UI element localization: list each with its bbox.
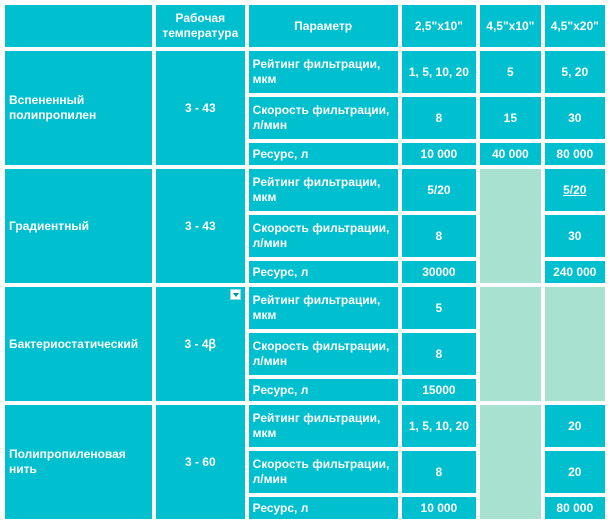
table-row: Скорость фильтрации, л/мин 8 15 30 (4, 96, 606, 140)
table-row: Вспененный полипропилен 3 - 43 Рейтинг ф… (4, 50, 606, 166)
header-temp: Рабочая температура (155, 4, 246, 48)
param-label: Рейтинг фильтрации, мкм (247, 286, 399, 330)
value-size-3: 5, 20 (543, 50, 606, 94)
value-size-3: 80 000 (543, 496, 606, 520)
param-label: Ресурс, л (247, 378, 399, 402)
material-cell: Полипропиленовая нить (4, 404, 153, 520)
material-cell: Вспененный полипропилен (4, 50, 153, 166)
value-size-2: 15 (479, 96, 542, 140)
value-size-3: 30 (543, 214, 606, 258)
chevron-down-icon[interactable] (229, 289, 241, 300)
temp-cell: 3 - 60 (155, 404, 246, 520)
temp-value: 3 - 4ꞵ (184, 336, 217, 351)
header-row: Рабочая температура Параметр 2,5"x10" 4,… (4, 4, 606, 48)
empty-cell (479, 286, 542, 402)
value-size-1: 1, 5, 10, 20 (400, 50, 478, 94)
table-row: Ресурс, л 10 000 40 000 80 000 (4, 142, 606, 166)
table-row: Бактериостатический 3 - 4ꞵ Рейтинг фильт… (4, 286, 606, 402)
value-size-3: 80 000 (543, 142, 606, 166)
value-size-3: 20 (543, 450, 606, 494)
table-row: Ресурс, л 30000 240 000 (4, 260, 606, 284)
header-size-1: 2,5"x10" (400, 4, 478, 48)
header-size-2: 4,5"x10" (479, 4, 542, 48)
value-size-1: 1, 5, 10, 20 (400, 404, 478, 448)
value-size-1: 8 (400, 214, 478, 258)
material-cell: Градиентный (4, 168, 153, 284)
header-param: Параметр (247, 4, 399, 48)
value-size-1: 5/20 (400, 168, 478, 212)
value-size-3: 30 (543, 96, 606, 140)
temp-cell: 3 - 4ꞵ (155, 286, 246, 402)
value-size-1: 5 (400, 286, 478, 330)
value-size-3: 5/20 (543, 168, 606, 212)
empty-cell (543, 286, 606, 402)
param-label: Рейтинг фильтрации, мкм (247, 168, 399, 212)
value-link[interactable]: 5/20 (563, 182, 587, 197)
param-label: Ресурс, л (247, 496, 399, 520)
value-size-3: 20 (543, 404, 606, 448)
value-size-1: 15000 (400, 378, 478, 402)
table-row: Скорость фильтрации, л/мин 8 30 (4, 214, 606, 258)
param-label: Скорость фильтрации, л/мин (247, 214, 399, 258)
param-label: Ресурс, л (247, 260, 399, 284)
empty-cell (479, 168, 542, 284)
param-label: Скорость фильтрации, л/мин (247, 450, 399, 494)
table-row: Ресурс, л 15000 (4, 378, 606, 402)
value-size-3: 240 000 (543, 260, 606, 284)
value-size-1: 8 (400, 96, 478, 140)
value-size-1: 10 000 (400, 496, 478, 520)
table-row: Полипропиленовая нить 3 - 60 Рейтинг фил… (4, 404, 606, 520)
table-row: Градиентный 3 - 43 Рейтинг фильтрации, м… (4, 168, 606, 284)
param-label: Скорость фильтрации, л/мин (247, 96, 399, 140)
param-label: Рейтинг фильтрации, мкм (247, 404, 399, 448)
header-material (4, 4, 153, 48)
material-cell: Бактериостатический (4, 286, 153, 402)
value-size-2: 5 (479, 50, 542, 94)
value-size-1: 10 000 (400, 142, 478, 166)
table-row: Ресурс, л 10 000 80 000 (4, 496, 606, 520)
param-label: Скорость фильтрации, л/мин (247, 332, 399, 376)
value-size-1: 8 (400, 450, 478, 494)
value-size-1: 8 (400, 332, 478, 376)
temp-cell: 3 - 43 (155, 50, 246, 166)
header-size-3: 4,5"x20" (543, 4, 606, 48)
param-label: Ресурс, л (247, 142, 399, 166)
value-size-1: 30000 (400, 260, 478, 284)
temp-cell: 3 - 43 (155, 168, 246, 284)
table-row: Скорость фильтрации, л/мин 8 (4, 332, 606, 376)
empty-cell (479, 404, 542, 520)
table-row: Скорость фильтрации, л/мин 8 20 (4, 450, 606, 494)
param-label: Рейтинг фильтрации, мкм (247, 50, 399, 94)
value-size-2: 40 000 (479, 142, 542, 166)
